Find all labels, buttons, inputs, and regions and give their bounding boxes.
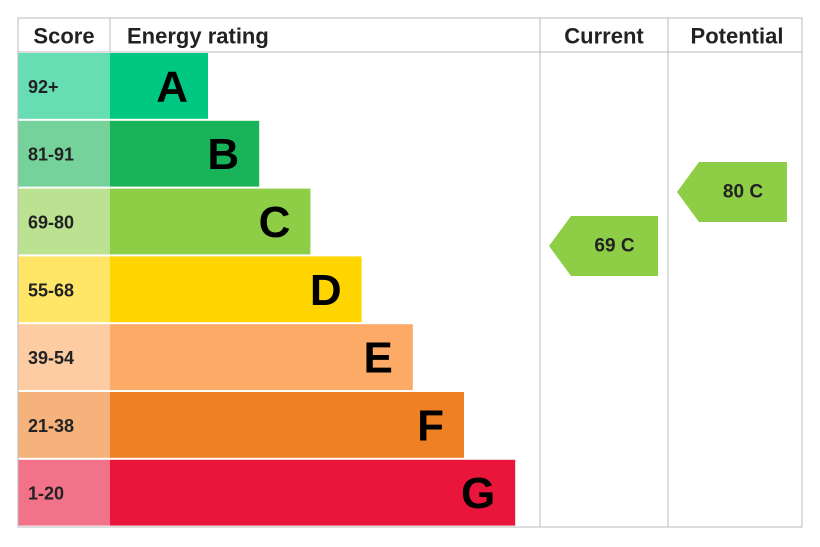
score-label: 21-38	[28, 416, 74, 436]
header-current: Current	[564, 24, 644, 49]
band-bar	[110, 392, 464, 458]
score-cell	[18, 256, 110, 323]
score-cell	[18, 392, 110, 458]
band-letter: B	[207, 130, 239, 179]
band-letter: F	[417, 401, 444, 450]
score-cell	[18, 120, 110, 187]
band-bar	[110, 459, 516, 526]
band-letter: G	[461, 469, 495, 518]
band-letter: A	[156, 62, 188, 111]
band-letter: E	[363, 334, 392, 383]
score-cell	[18, 459, 110, 526]
band-bar	[110, 53, 208, 119]
current-label: 69 C	[594, 236, 634, 257]
potential-label: 80 C	[723, 182, 763, 203]
score-label: 55-68	[28, 280, 74, 300]
band-bar	[110, 188, 311, 255]
band-letter: D	[310, 266, 342, 315]
score-label: 81-91	[28, 145, 74, 165]
band-bar	[110, 120, 260, 187]
header-potential: Potential	[691, 24, 784, 49]
header-score: Score	[33, 24, 94, 49]
band-letter: C	[259, 198, 291, 247]
score-label: 1-20	[28, 484, 64, 504]
current-arrow	[549, 216, 658, 276]
score-label: 92+	[28, 77, 59, 97]
score-cell	[18, 188, 110, 255]
score-label: 39-54	[28, 348, 74, 368]
potential-arrow	[677, 162, 787, 222]
score-cell	[18, 53, 110, 119]
header-rating: Energy rating	[127, 24, 269, 49]
band-bar	[110, 256, 362, 323]
score-cell	[18, 324, 110, 390]
score-label: 69-80	[28, 213, 74, 233]
band-bar	[110, 324, 413, 390]
